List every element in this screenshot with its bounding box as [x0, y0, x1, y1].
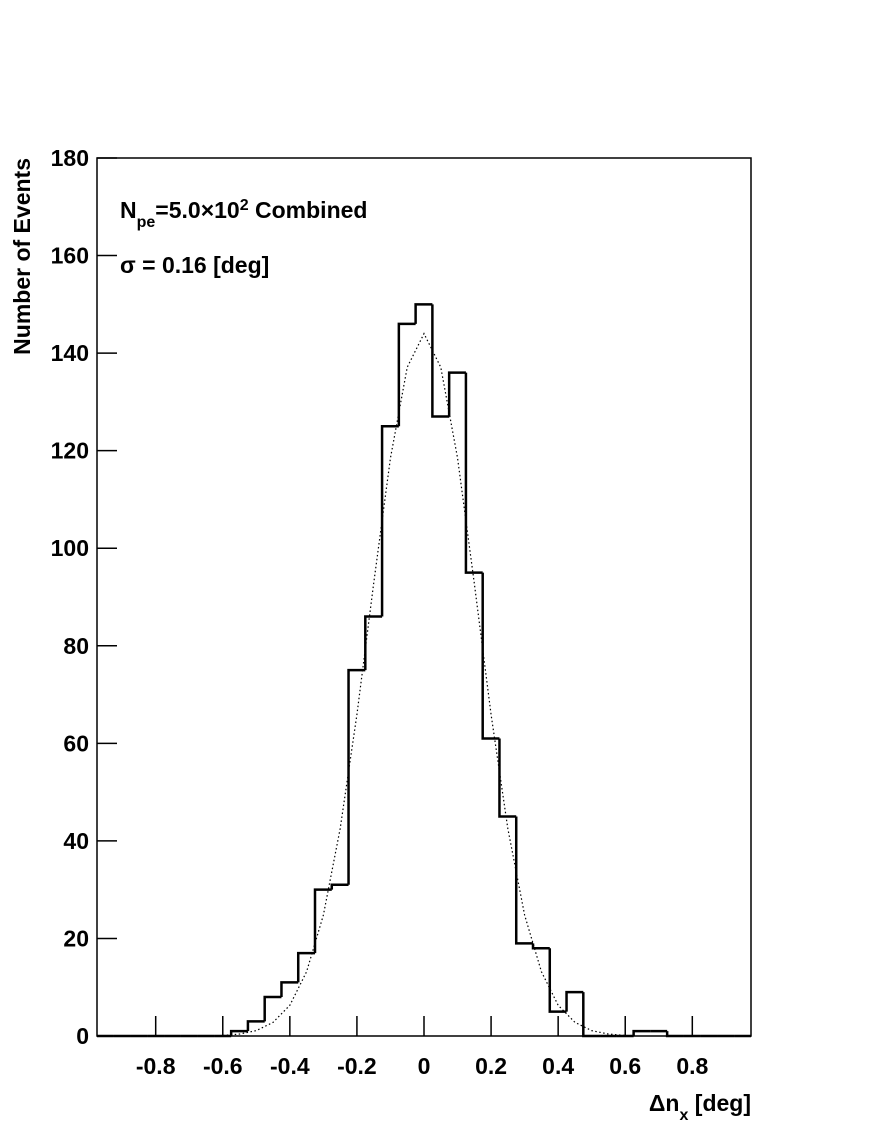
histogram-bin: [548, 948, 567, 1013]
annotation: σ = 0.16 [deg]: [120, 252, 269, 278]
histogram-bin: [313, 888, 332, 954]
annotation-part: pe: [137, 214, 156, 231]
x-tick-label: -0.8: [136, 1053, 176, 1079]
histogram-bin: [514, 816, 533, 945]
histogram-bin: [347, 668, 366, 885]
y-tick-label: 80: [63, 633, 89, 659]
x-tick-label: 0: [418, 1053, 431, 1079]
histogram-bin: [498, 738, 517, 818]
histogram-bin: [380, 425, 399, 617]
y-tick-label: 20: [63, 925, 89, 951]
annotation-part: σ = 0.16 [deg]: [120, 252, 269, 278]
histogram-bin: [481, 572, 500, 740]
x-tick-label: 0.4: [542, 1053, 574, 1079]
y-tick-label: 0: [76, 1023, 89, 1049]
histogram-bin: [665, 1031, 684, 1038]
y-tick-label: 180: [51, 145, 89, 171]
x-tick-label: 0.2: [475, 1053, 507, 1079]
histogram-bin: [447, 371, 466, 417]
plot-frame: [96, 157, 752, 1037]
y-tick-label: 160: [51, 243, 89, 269]
x-axis-label-part: Δn: [649, 1090, 680, 1116]
y-tick-label: 40: [63, 828, 89, 854]
y-axis-label: Number of Events: [9, 158, 35, 355]
histogram-bin: [296, 951, 315, 983]
histogram-bin: [464, 372, 483, 574]
y-tick-label: 140: [51, 340, 89, 366]
x-axis-label-part: [deg]: [688, 1090, 751, 1116]
histogram-bin: [582, 992, 601, 1038]
y-tick-label: 100: [51, 535, 89, 561]
histogram-bin: [330, 883, 349, 890]
histogram-bin: [565, 990, 584, 1012]
histogram-bin: [414, 303, 433, 324]
x-axis-label-part: x: [679, 1107, 688, 1124]
y-tick-label: 120: [51, 438, 89, 464]
annotation-part: Combined: [249, 197, 368, 223]
x-tick-label: -0.4: [270, 1053, 310, 1079]
x-tick-label: -0.6: [203, 1053, 243, 1079]
annotation: Npe=5.0×102 Combined: [120, 197, 367, 231]
fit-curve: [222, 332, 626, 1037]
annotation-part: 2: [240, 197, 249, 214]
x-tick-label: -0.2: [337, 1053, 377, 1079]
x-tick-label: 0.6: [609, 1053, 641, 1079]
histogram-bin: [431, 304, 450, 418]
histogram-bin: [263, 995, 282, 1022]
x-axis-label: Δnx [deg]: [649, 1090, 751, 1124]
histogram-bin: [280, 981, 299, 997]
histogram-bin: [397, 322, 416, 427]
histogram-bin: [364, 615, 383, 671]
histogram-bin: [531, 943, 550, 950]
x-tick-label: 0.8: [676, 1053, 708, 1079]
histogram-bin: [632, 1029, 651, 1036]
y-tick-label: 60: [63, 730, 89, 756]
histogram-bin: [246, 1020, 265, 1032]
annotation-part: N: [120, 197, 137, 223]
annotation-part: =5.0×10: [155, 197, 239, 223]
